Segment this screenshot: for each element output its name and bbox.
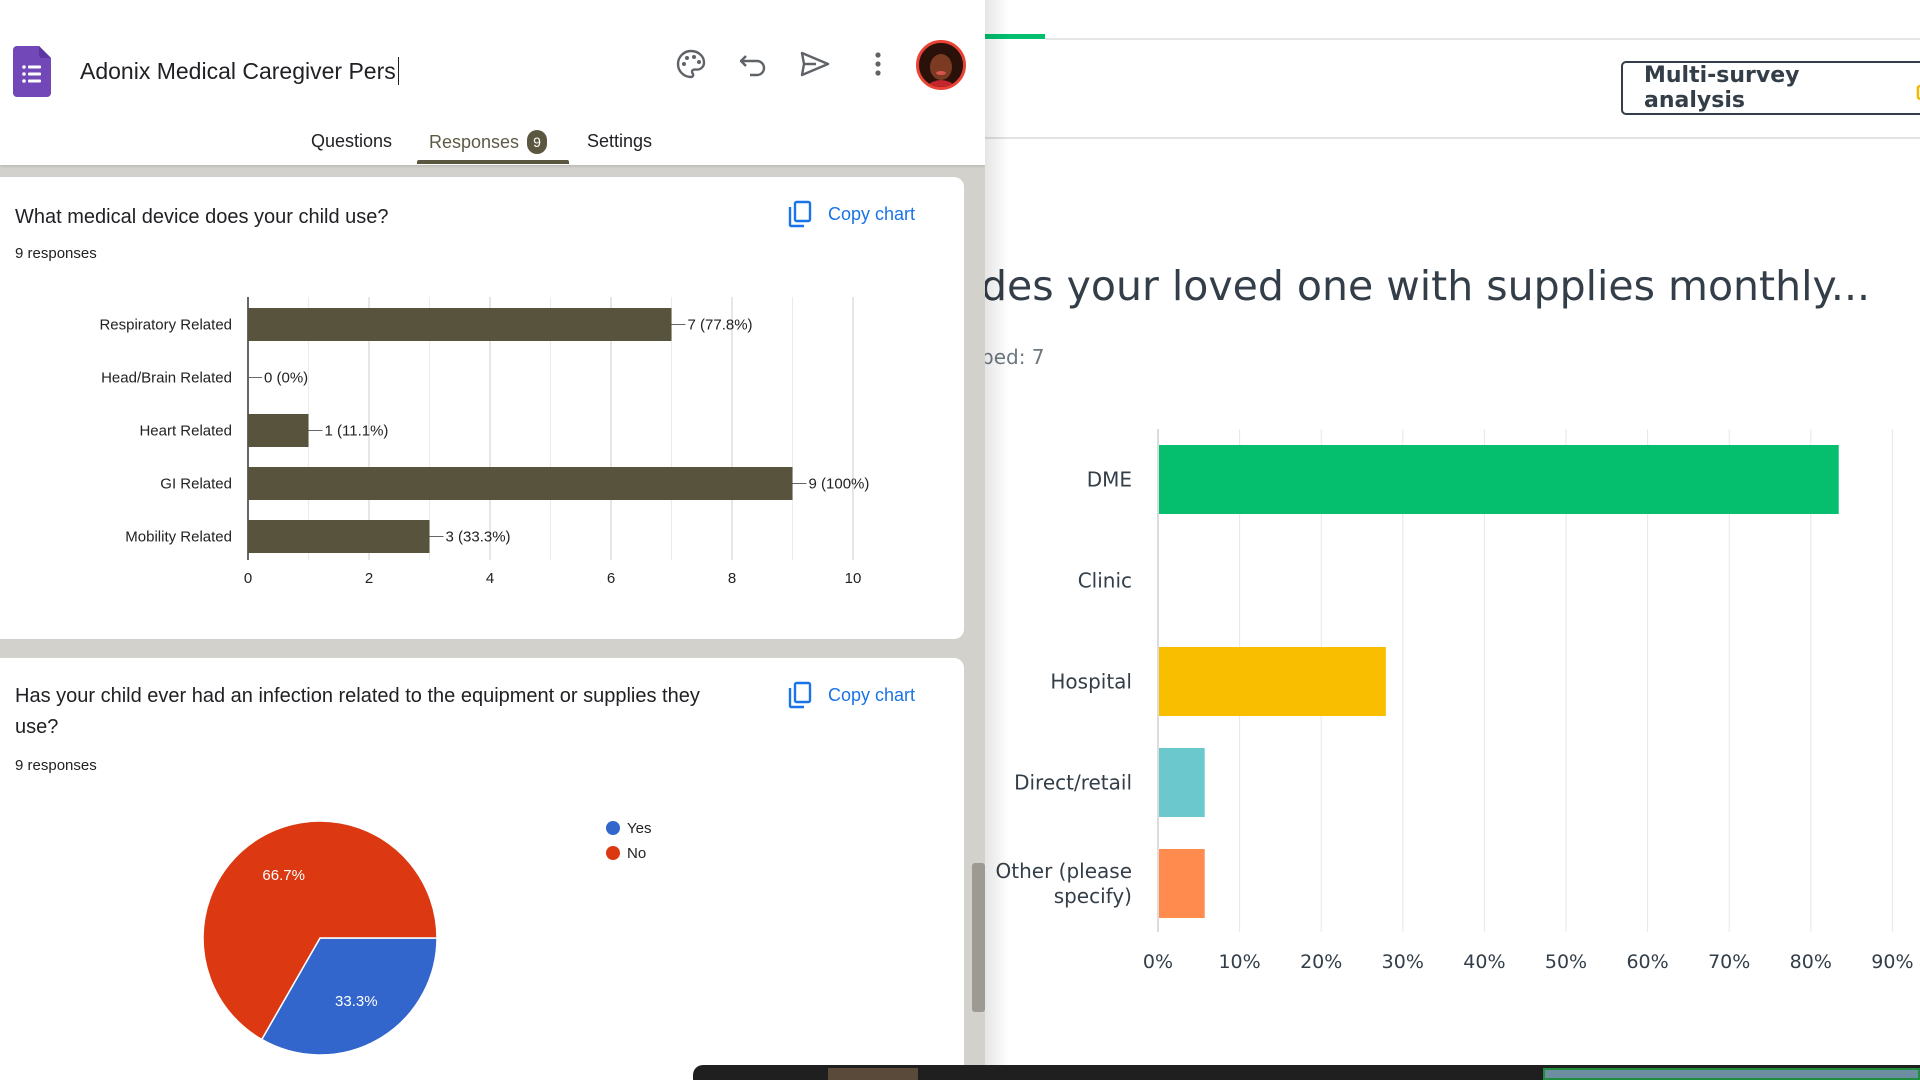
tab-responses-label: Responses xyxy=(429,131,520,152)
google-forms-panel: Adonix Medical Caregiver Pers Questi xyxy=(0,0,985,1080)
copy-icon xyxy=(788,681,812,709)
copy-chart-label: Copy chart xyxy=(828,684,916,705)
category-label: Heart Related xyxy=(139,423,232,440)
x-tick-label: 4 xyxy=(486,570,494,587)
question-title: What medical device does your child use? xyxy=(15,206,389,228)
undo-icon[interactable] xyxy=(737,47,771,81)
multi-survey-analysis-button[interactable]: Multi-survey analysis xyxy=(1621,61,1920,115)
multi-survey-analysis-label: Multi-survey analysis xyxy=(1644,63,1800,113)
category-label: Other (please xyxy=(996,859,1132,883)
category-label: Hospital xyxy=(1050,670,1132,694)
x-tick-label: 0 xyxy=(244,570,252,587)
tab-settings[interactable]: Settings xyxy=(587,131,653,151)
avatar-photo xyxy=(919,43,963,87)
legend-marker xyxy=(606,821,620,835)
more-vert-icon[interactable] xyxy=(861,47,895,81)
x-tick-label: 8 xyxy=(728,570,736,587)
progress-indicator xyxy=(985,34,1045,39)
question-title: Has your child ever had an infection rel… xyxy=(15,681,700,743)
category-label: Clinic xyxy=(1078,569,1132,593)
category-label: GI Related xyxy=(160,476,232,493)
copy-chart-label: Copy chart xyxy=(828,203,916,224)
results-toolbar: Multi-survey analysis xyxy=(985,0,1920,139)
bar xyxy=(1159,849,1205,918)
infection-pie-chart: 33.3% 66.7% Yes No xyxy=(202,820,651,1056)
slice-label: 33.3% xyxy=(335,993,378,1010)
data-label: 9 (100%) xyxy=(809,476,870,493)
x-tick-label: 10% xyxy=(1218,951,1260,973)
x-tick-label: 90% xyxy=(1871,951,1913,973)
category-label: Respiratory Related xyxy=(99,317,232,334)
bar xyxy=(248,414,309,447)
category-label: DME xyxy=(1087,468,1132,492)
x-tick-label: 30% xyxy=(1382,951,1424,973)
active-tab-indicator xyxy=(417,160,569,164)
lock-icon xyxy=(1916,84,1920,100)
x-tick-label: 0% xyxy=(1143,951,1173,973)
palette-icon[interactable] xyxy=(674,47,708,81)
bar xyxy=(248,520,430,553)
bar xyxy=(1159,647,1386,716)
legend-label: No xyxy=(627,845,646,862)
send-icon[interactable] xyxy=(798,47,832,81)
survey-results-panel: Multi-survey analysis des your loved one… xyxy=(985,0,1920,1080)
x-tick-label: 50% xyxy=(1545,951,1587,973)
medical-device-bar-chart: 0 2 4 6 8 10 Respiratory Related 7 (77.8%) Head/… xyxy=(99,297,870,587)
forms-logo-icon[interactable] xyxy=(13,46,51,97)
responses-count-badge: 9 xyxy=(527,130,548,154)
question-title: des your loved one with supplies monthly… xyxy=(985,262,1871,310)
tab-questions[interactable]: Questions xyxy=(311,131,393,151)
account-avatar[interactable] xyxy=(916,40,966,90)
category-label: Mobility Related xyxy=(125,529,232,546)
bar xyxy=(1159,445,1839,514)
question-summary-card: What medical device does your child use?… xyxy=(0,177,964,639)
question-summary-card: Has your child ever had an infection rel… xyxy=(0,658,964,1080)
data-label: 3 (33.3%) xyxy=(446,529,511,546)
bar xyxy=(248,467,793,500)
skipped-count: ped: 7 xyxy=(985,345,1045,369)
pie-slice xyxy=(202,820,438,1041)
response-count: 9 responses xyxy=(15,245,97,262)
pie-slice xyxy=(260,937,438,1056)
forms-header: Adonix Medical Caregiver Pers Questi xyxy=(0,0,985,165)
video-thumbnail xyxy=(828,1068,918,1080)
x-tick-label: 10 xyxy=(845,570,862,587)
legend-label: Yes xyxy=(627,820,651,837)
question-title-line: use? xyxy=(15,716,59,738)
category-label: specify) xyxy=(1054,884,1132,908)
x-tick-label: 2 xyxy=(365,570,373,587)
x-tick-label: 6 xyxy=(607,570,615,587)
scrollbar-thumb[interactable] xyxy=(972,863,985,1012)
x-tick-label: 80% xyxy=(1790,951,1832,973)
x-tick-label: 70% xyxy=(1708,951,1750,973)
category-label: Direct/retail xyxy=(1014,771,1132,795)
legend-marker xyxy=(606,846,620,860)
category-label: Head/Brain Related xyxy=(101,370,232,387)
form-title[interactable]: Adonix Medical Caregiver Pers xyxy=(80,57,399,85)
video-thumbnail-strip xyxy=(693,1065,1920,1080)
data-label: 1 (11.1%) xyxy=(325,423,389,440)
question-title-line: Has your child ever had an infection rel… xyxy=(15,685,700,707)
x-tick-label: 20% xyxy=(1300,951,1342,973)
response-count: 9 responses xyxy=(15,757,97,774)
copy-chart-button[interactable]: Copy chart xyxy=(788,194,938,234)
supplies-bar-chart: 0% 10% 20% 30% 40% 50% 60% 70% 80% 90% DME Clinic Ho… xyxy=(996,429,1914,973)
data-label: 0 (0%) xyxy=(264,370,308,387)
bar xyxy=(1159,748,1205,817)
bar xyxy=(248,308,672,341)
x-tick-label: 60% xyxy=(1626,951,1668,973)
x-tick-label: 40% xyxy=(1463,951,1505,973)
video-thumbnail xyxy=(1543,1068,1920,1080)
slice-label: 66.7% xyxy=(262,867,305,884)
copy-icon xyxy=(788,200,812,228)
tab-responses[interactable]: Responses 9 xyxy=(429,130,548,155)
toolbar-divider xyxy=(1045,38,1920,40)
copy-chart-button[interactable]: Copy chart xyxy=(788,675,938,715)
data-label: 7 (77.8%) xyxy=(688,317,753,334)
